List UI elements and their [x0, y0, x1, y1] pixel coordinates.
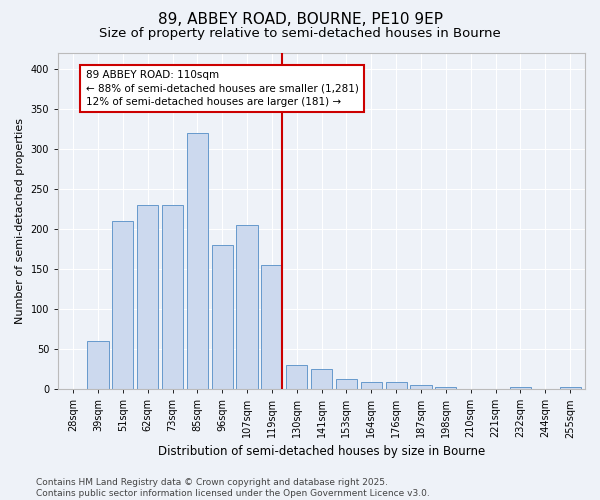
Bar — [286, 365, 307, 389]
Bar — [311, 369, 332, 389]
X-axis label: Distribution of semi-detached houses by size in Bourne: Distribution of semi-detached houses by … — [158, 444, 485, 458]
Bar — [137, 204, 158, 389]
Bar — [212, 245, 233, 389]
Bar — [510, 388, 531, 389]
Bar — [112, 221, 133, 389]
Bar — [187, 132, 208, 389]
Bar — [236, 225, 257, 389]
Bar — [262, 265, 283, 389]
Text: Size of property relative to semi-detached houses in Bourne: Size of property relative to semi-detach… — [99, 28, 501, 40]
Bar — [88, 341, 109, 389]
Bar — [336, 378, 357, 389]
Bar — [162, 204, 183, 389]
Y-axis label: Number of semi-detached properties: Number of semi-detached properties — [15, 118, 25, 324]
Bar — [435, 388, 457, 389]
Bar — [386, 382, 407, 389]
Text: 89, ABBEY ROAD, BOURNE, PE10 9EP: 89, ABBEY ROAD, BOURNE, PE10 9EP — [157, 12, 443, 28]
Text: 89 ABBEY ROAD: 110sqm
← 88% of semi-detached houses are smaller (1,281)
12% of s: 89 ABBEY ROAD: 110sqm ← 88% of semi-deta… — [86, 70, 358, 106]
Text: Contains HM Land Registry data © Crown copyright and database right 2025.
Contai: Contains HM Land Registry data © Crown c… — [36, 478, 430, 498]
Bar — [361, 382, 382, 389]
Bar — [560, 388, 581, 389]
Bar — [410, 385, 431, 389]
